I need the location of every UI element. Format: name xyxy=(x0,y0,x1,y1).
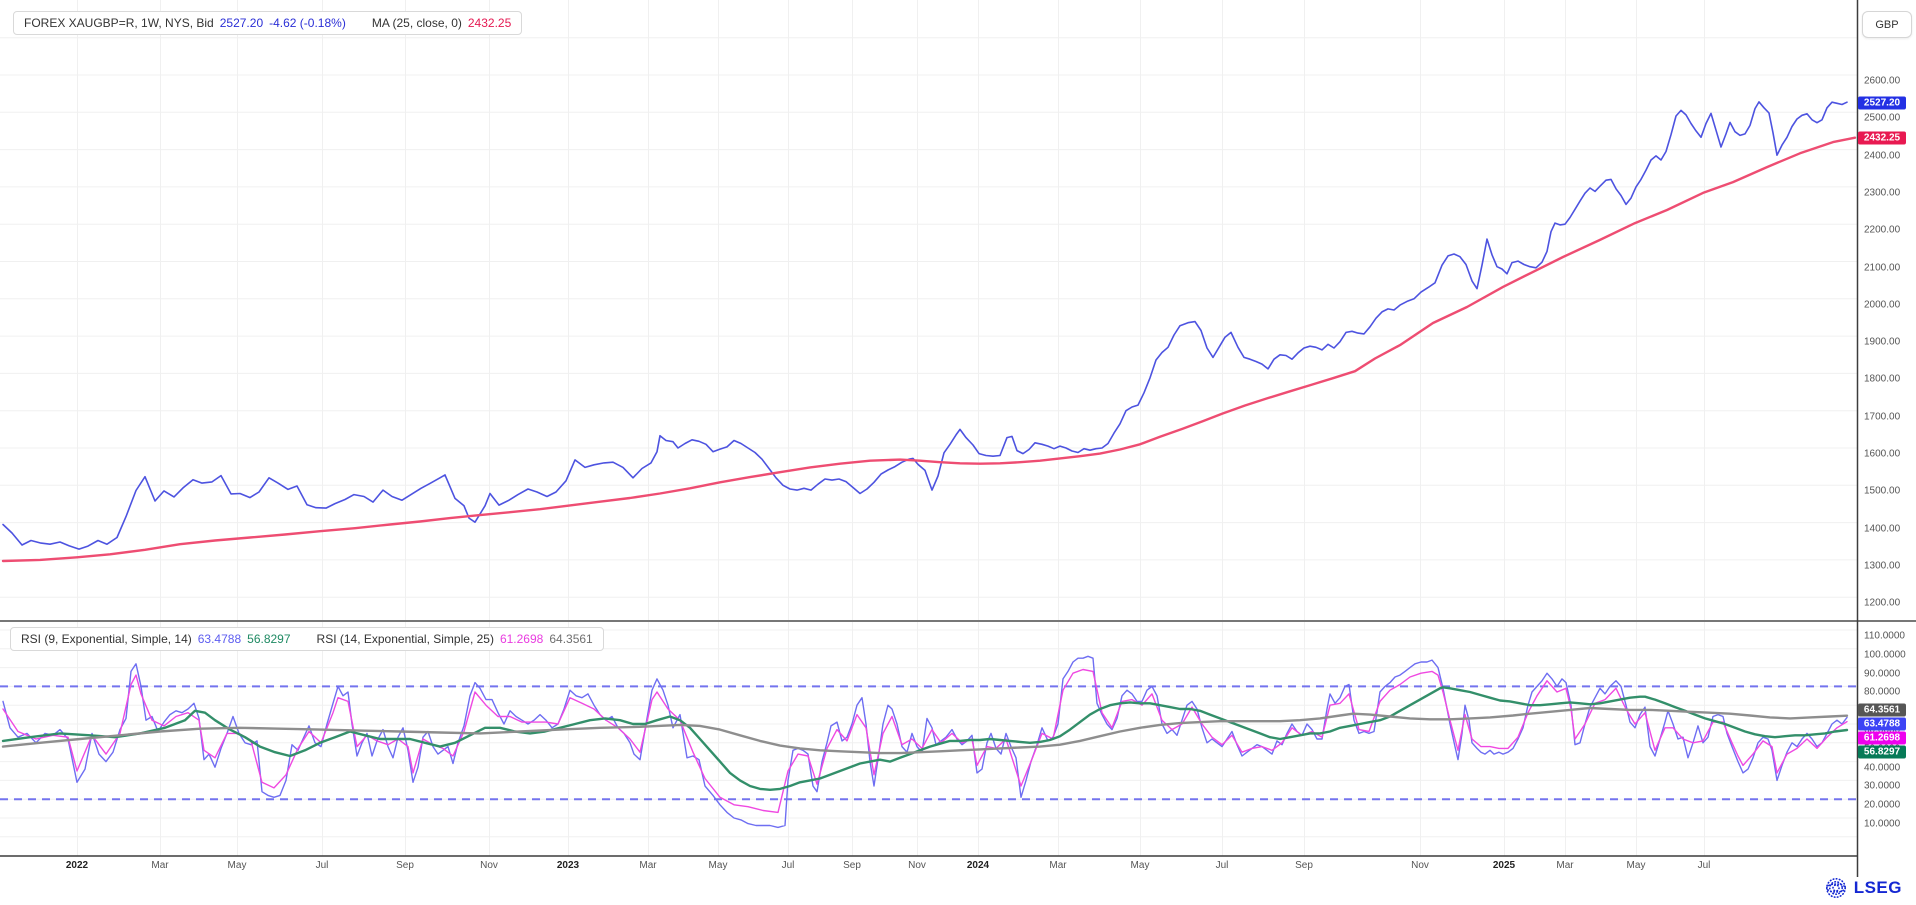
globe-icon xyxy=(1825,878,1846,898)
price-axis-label: 2600.00 xyxy=(1864,75,1901,87)
currency-button[interactable]: GBP xyxy=(1862,11,1912,38)
lseg-text: LSEG xyxy=(1853,878,1902,897)
x-axis-label: Mar xyxy=(151,860,169,871)
price-axis-label: 1200.00 xyxy=(1864,597,1901,609)
price-axis-label: 1400.00 xyxy=(1864,523,1901,535)
rsi9-ma-value: 56.8297 xyxy=(247,632,291,646)
x-axis-label: Mar xyxy=(1556,860,1574,871)
rsi-axis-label: 90.0000 xyxy=(1864,668,1901,680)
last-value-badge: 61.2698 xyxy=(1858,731,1906,745)
price-axis-label: 2300.00 xyxy=(1864,187,1901,199)
price-axis-label: 2200.00 xyxy=(1864,224,1901,236)
x-axis-label: Nov xyxy=(1411,860,1429,871)
rsi-axis-label: 110.0000 xyxy=(1864,630,1905,642)
rsi9-line xyxy=(2,655,1848,829)
ma25-line xyxy=(1,136,1857,563)
rsi14-ma-value: 64.3561 xyxy=(549,632,593,646)
last-value-badge: 64.3561 xyxy=(1858,703,1906,717)
symbol-text: FOREX XAUGBP=R, 1W, NYS, Bid xyxy=(24,16,214,30)
x-axis-label: Jul xyxy=(1697,860,1711,871)
rsi14-label: RSI (14, Exponential, Simple, 25) xyxy=(316,632,494,646)
rsi-axis-label: 100.0000 xyxy=(1864,649,1906,661)
x-axis-label: May xyxy=(1130,860,1150,871)
price-axis-label: 1600.00 xyxy=(1864,448,1901,460)
x-axis-label: Jul xyxy=(781,860,795,871)
rsi-axis-label: 80.0000 xyxy=(1864,686,1901,698)
rsi-axis-label: 40.0000 xyxy=(1864,762,1901,774)
x-axis-label: Nov xyxy=(908,860,926,871)
price-axis-label: 1700.00 xyxy=(1864,411,1901,423)
x-axis-label: Sep xyxy=(843,860,861,871)
price-axis-label: 1800.00 xyxy=(1864,373,1901,385)
rsi14_ma25-line xyxy=(1,706,1849,755)
x-axis-label: May xyxy=(1626,860,1646,871)
last-value-badge: 56.8297 xyxy=(1858,745,1906,759)
price-axis-label: 1500.00 xyxy=(1864,485,1901,497)
price-legend[interactable]: FOREX XAUGBP=R, 1W, NYS, Bid 2527.20 -4.… xyxy=(13,11,523,35)
x-axis-label: Nov xyxy=(480,860,498,871)
price-axis-label: 1300.00 xyxy=(1864,560,1901,572)
rsi14-value: 61.2698 xyxy=(499,632,544,646)
x-axis-label: Sep xyxy=(1295,860,1313,871)
x-axis-label: May xyxy=(227,860,247,871)
price_bid-line xyxy=(2,101,1848,550)
lseg-logo: LSEG xyxy=(1824,876,1902,900)
ma-value: 2432.25 xyxy=(467,16,512,30)
price-axis-label: 2500.00 xyxy=(1864,112,1901,124)
last-value-badge: 63.4788 xyxy=(1858,717,1906,731)
last-value-badge: 2432.25 xyxy=(1858,131,1906,145)
rsi9-label: RSI (9, Exponential, Simple, 14) xyxy=(21,632,192,646)
price-axis-label: 2100.00 xyxy=(1864,262,1901,273)
bid-price: 2527.20 xyxy=(219,16,264,30)
ma-label: MA (25, close, 0) xyxy=(371,16,462,30)
x-axis-label: May xyxy=(708,860,728,871)
rsi14-line xyxy=(2,668,1848,814)
x-axis-label: 2023 xyxy=(556,860,580,871)
rsi-axis-label: 30.0000 xyxy=(1864,780,1901,792)
rsi9_ma14-line xyxy=(1,686,1849,791)
rsi-legend[interactable]: RSI (9, Exponential, Simple, 14) 63.4788… xyxy=(10,627,604,651)
x-axis-label: Jul xyxy=(1215,860,1229,871)
last-value-badge: 2527.20 xyxy=(1858,96,1906,110)
x-axis-label: 2025 xyxy=(1492,860,1516,871)
x-axis-label: 2022 xyxy=(65,860,89,871)
x-axis-label: Jul xyxy=(315,860,329,871)
bid-change: -4.62 (-0.18%) xyxy=(269,16,346,30)
x-axis-label: Sep xyxy=(396,860,414,871)
rsi9-value: 63.4788 xyxy=(197,632,242,646)
x-axis-label: Mar xyxy=(1049,860,1067,871)
price-axis-label: 1900.00 xyxy=(1864,336,1901,348)
rsi-axis-label: 10.0000 xyxy=(1864,818,1901,830)
rsi-axis-label: 20.0000 xyxy=(1864,799,1901,811)
price-axis-label: 2400.00 xyxy=(1864,150,1901,162)
x-axis-label: 2024 xyxy=(966,860,990,871)
x-axis-label: Mar xyxy=(639,860,657,871)
price-axis-label: 2000.00 xyxy=(1864,299,1901,311)
